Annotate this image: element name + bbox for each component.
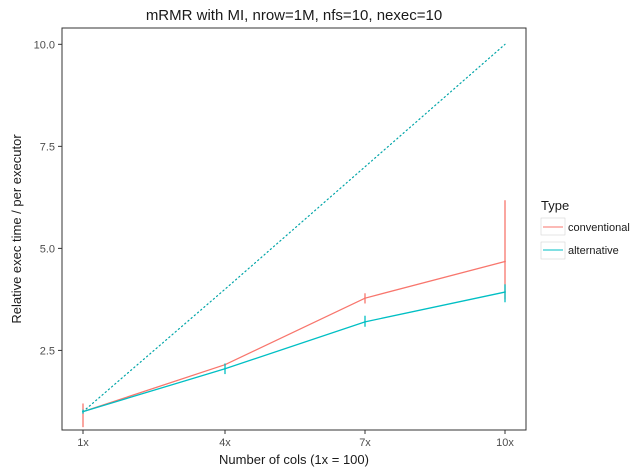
x-tick-label: 4x (219, 437, 231, 449)
y-axis: 2.5 5.0 7.5 10.0 (34, 39, 62, 357)
y-tick-label: 2.5 (40, 345, 55, 357)
x-axis-label: Number of cols (1x = 100) (219, 452, 369, 467)
y-tick-label: 5.0 (40, 243, 55, 255)
y-axis-label: Relative exec time / per executor (9, 134, 24, 324)
data-point-conventional (504, 260, 506, 263)
x-tick-label: 7x (359, 437, 371, 449)
data-point-alternative (82, 410, 84, 413)
y-tick-label: 7.5 (40, 141, 55, 153)
x-tick-label: 1x (77, 437, 89, 449)
chart-title: mRMR with MI, nrow=1M, nfs=10, nexec=10 (146, 7, 442, 24)
x-tick-label: 10x (496, 437, 514, 449)
series-line-alternative (82, 291, 506, 413)
data-point-conventional (364, 297, 366, 300)
legend-label-alternative: alternative (568, 245, 619, 257)
x-axis: 1x 4x 7x 10x (77, 430, 514, 449)
data-point-alternative (364, 320, 366, 323)
y-tick-label: 10.0 (34, 39, 55, 51)
legend-title: Type (541, 198, 569, 213)
reference-dotted-line (82, 43, 506, 413)
legend-label-conventional: conventional (568, 222, 630, 234)
legend: Type conventional alternative (540, 198, 630, 260)
data-point-alternative (504, 291, 506, 293)
series-layer (82, 200, 506, 428)
reference-line (82, 43, 506, 413)
series-line-conventional (82, 260, 506, 413)
data-point-alternative (224, 367, 226, 370)
plot-panel (61, 27, 527, 431)
